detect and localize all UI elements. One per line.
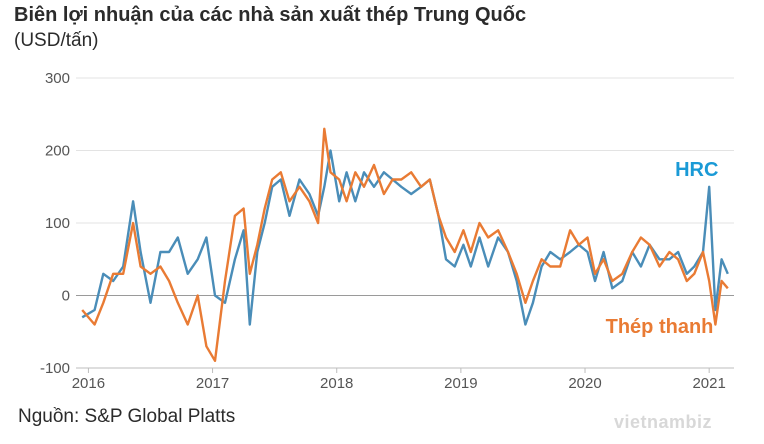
- series-annotation: Thép thanh: [606, 316, 714, 338]
- x-tick-label: 2017: [196, 375, 229, 392]
- x-tick-label: 2016: [72, 375, 105, 392]
- source-note: Nguồn: S&P Global Platts: [18, 406, 236, 427]
- chart-title: Biên lợi nhuận của các nhà sản xuất thép…: [14, 4, 527, 26]
- y-tick-label: 300: [45, 70, 70, 87]
- series-line-rebar: [81, 127, 729, 362]
- y-tick-label: -100: [40, 360, 70, 377]
- axis-layer: -100 0 100 200 300 2016 2017 2018 2019 2020 2021: [40, 70, 734, 392]
- label-layer: HRC Thép thanh: [606, 159, 719, 338]
- y-tick-label: 200: [45, 143, 70, 160]
- x-tick-label: 2019: [444, 375, 477, 392]
- y-tick-label: 0: [62, 288, 70, 305]
- chart-unit: (USD/tấn): [14, 30, 99, 51]
- x-tick-label: 2021: [692, 375, 725, 392]
- y-tick-label: 100: [45, 215, 70, 232]
- series-annotation: HRC: [675, 159, 718, 181]
- series-layer: [81, 127, 729, 362]
- x-tick-label: 2020: [568, 375, 601, 392]
- watermark-logo: vietnambiz: [614, 412, 713, 432]
- x-tick-label: 2018: [320, 375, 353, 392]
